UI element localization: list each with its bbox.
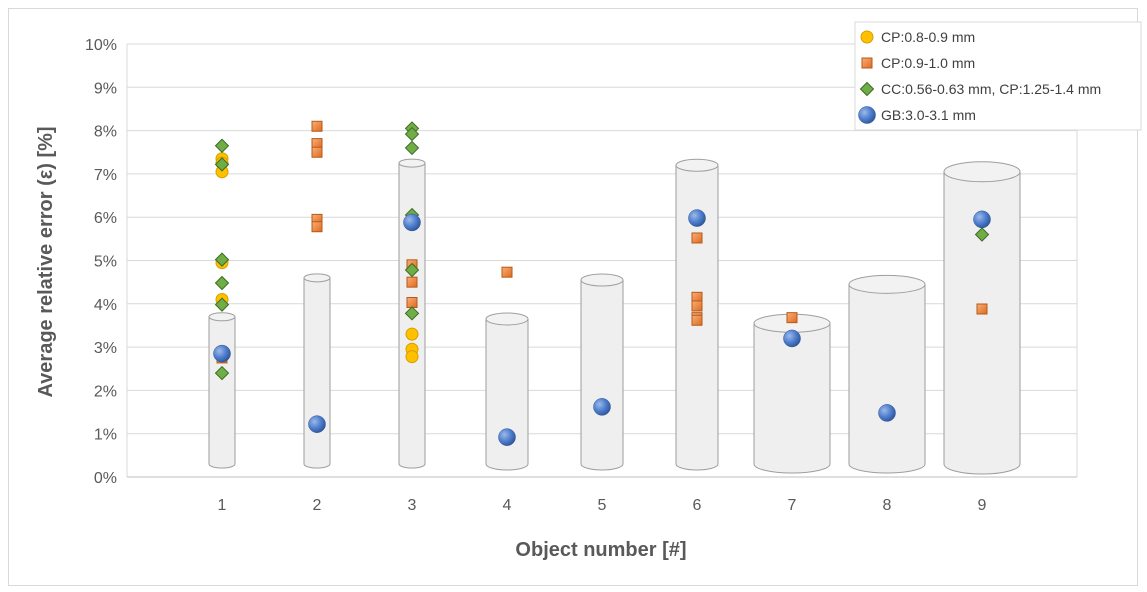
y-tick-label: 10% — [85, 37, 117, 54]
legend-label: CP:0.8-0.9 mm — [881, 29, 975, 45]
legend-entry: CP:0.8-0.9 mm — [860, 29, 975, 45]
data-point-series-2 — [786, 312, 798, 324]
x-axis-title: Object number [#] — [515, 539, 686, 561]
data-point-series-1 — [405, 327, 419, 341]
data-point-series-3 — [214, 157, 230, 172]
data-point-series-3 — [214, 275, 230, 291]
x-tick-label: 1 — [218, 497, 227, 514]
background-cylinder — [580, 273, 624, 471]
data-point-series-2 — [311, 120, 323, 132]
legend-entry: CP:0.9-1.0 mm — [861, 55, 975, 71]
legend-entry: CC:0.56-0.63 mm, CP:1.25-1.4 mm — [859, 81, 1101, 97]
data-point-series-3 — [404, 306, 420, 321]
x-tick-label: 5 — [598, 497, 607, 514]
y-tick-label: 0% — [94, 470, 117, 487]
y-axis-title: Average relative error (ε) [%] — [35, 126, 57, 397]
axes: 0% 1% 2% 3% 4% 5% 6% 7% 8% 9% 10% 1 2 3 4 5 6 7 8 9 — [85, 37, 1077, 514]
data-point-series-3 — [404, 140, 420, 156]
data-point-series-3 — [214, 297, 230, 312]
background-cylinder — [753, 313, 831, 474]
data-point-series-2 — [311, 146, 323, 158]
y-tick-label: 6% — [94, 210, 117, 227]
y-tick-label: 1% — [94, 427, 117, 444]
background-cylinder — [303, 273, 331, 469]
data-point-series-4 — [878, 404, 896, 422]
legend-marker — [861, 57, 873, 69]
data-point-series-4 — [973, 210, 991, 229]
data-points — [213, 120, 991, 446]
legend-marker — [858, 106, 876, 124]
x-tick-label: 9 — [978, 497, 987, 514]
data-point-series-3 — [214, 252, 230, 267]
data-point-series-4 — [783, 329, 801, 348]
legend: CP:0.8-0.9 mm CP:0.9-1.0 mm CC:0.56-0.63 m… — [854, 21, 1142, 131]
data-point-series-4 — [498, 428, 516, 446]
y-tick-label: 5% — [94, 254, 117, 271]
data-point-series-2 — [311, 221, 323, 233]
data-point-series-3 — [974, 227, 990, 242]
data-point-series-3 — [404, 126, 420, 142]
data-point-series-3 — [214, 365, 230, 381]
legend-label: GB:3.0-3.1 mm — [881, 107, 976, 123]
data-point-series-3 — [404, 262, 420, 278]
y-tick-label: 4% — [94, 297, 117, 314]
x-tick-label: 3 — [408, 497, 417, 514]
x-tick-label: 6 — [693, 497, 702, 514]
data-point-series-2 — [501, 266, 513, 278]
data-point-series-2 — [691, 314, 703, 326]
data-point-series-2 — [976, 303, 988, 315]
data-point-series-4 — [593, 398, 611, 416]
data-point-series-4 — [688, 209, 706, 227]
data-point-series-4 — [213, 344, 231, 363]
data-point-series-3 — [214, 138, 230, 153]
background-cylinder — [943, 161, 1021, 475]
data-point-series-2 — [691, 232, 703, 244]
legend-marker — [860, 30, 874, 44]
x-tick-label: 2 — [313, 497, 322, 514]
y-tick-label: 9% — [94, 80, 117, 97]
y-tick-label: 2% — [94, 383, 117, 400]
data-point-series-4 — [308, 415, 326, 433]
legend-entry: GB:3.0-3.1 mm — [858, 106, 976, 124]
x-tick-label: 8 — [883, 497, 892, 514]
legend-label: CC:0.56-0.63 mm, CP:1.25-1.4 mm — [881, 81, 1101, 97]
background-cylinder — [485, 312, 529, 471]
data-point-series-1 — [405, 350, 419, 364]
background-cylinders — [208, 158, 1021, 475]
background-cylinder — [848, 274, 926, 474]
data-point-series-2 — [691, 300, 703, 312]
x-tick-label: 7 — [788, 497, 797, 514]
legend-label: CP:0.9-1.0 mm — [881, 55, 975, 71]
legend-box — [854, 21, 1142, 131]
y-tick-label: 3% — [94, 340, 117, 357]
y-tick-label: 8% — [94, 124, 117, 141]
data-point-series-4 — [403, 213, 421, 232]
y-tick-label: 7% — [94, 167, 117, 184]
background-cylinder — [208, 312, 236, 469]
legend-marker — [859, 81, 875, 97]
data-point-series-2 — [406, 276, 418, 288]
data-point-series-2 — [406, 297, 418, 309]
chart-frame — [8, 8, 1138, 586]
x-tick-label: 4 — [503, 497, 512, 514]
